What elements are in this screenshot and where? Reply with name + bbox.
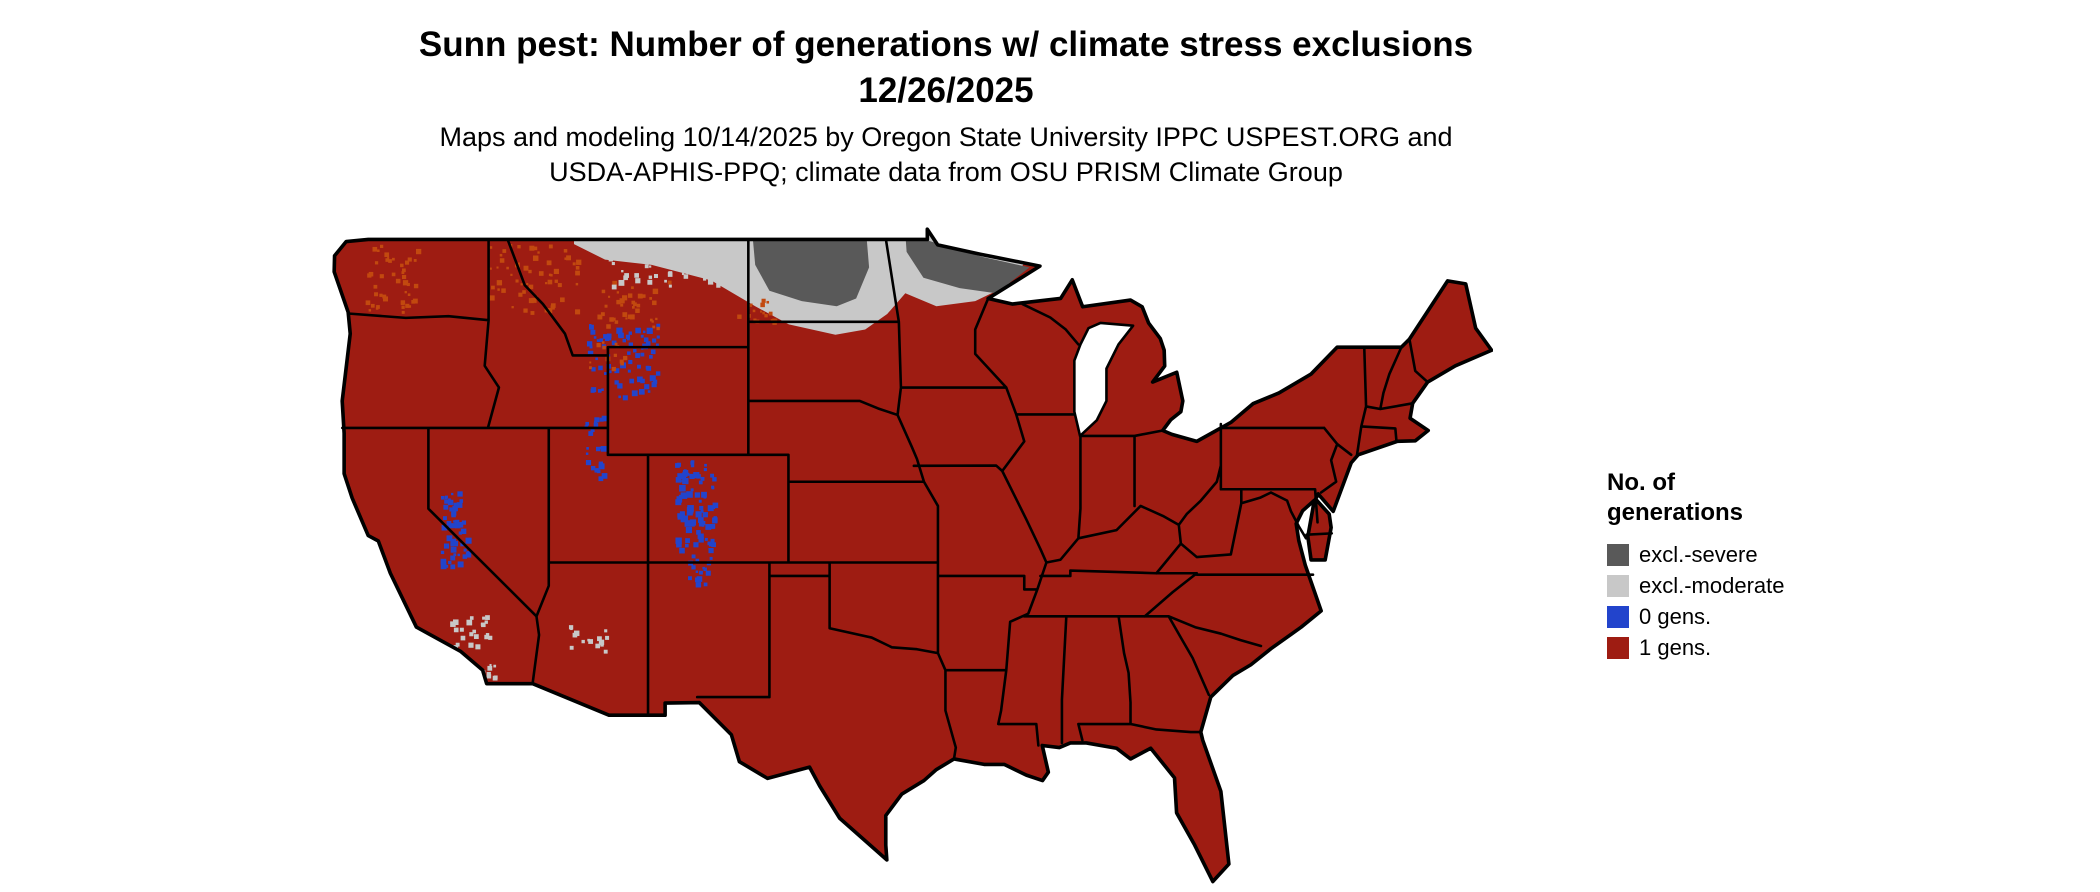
legend-item-label: excl.-moderate	[1639, 573, 1785, 598]
legend-swatch-1-gens	[1607, 637, 1629, 659]
legend-item-1-gens: 1 gens.	[1607, 635, 1785, 661]
legend-title-line1: No. of	[1607, 469, 1675, 496]
lake-michigan	[1073, 321, 1135, 438]
exclusion-severe-region-dakotas	[752, 236, 870, 307]
page-subtitle: Maps and modeling 10/14/2025 by Oregon S…	[439, 120, 1452, 190]
legend-item-excl-severe: excl.-severe	[1607, 542, 1785, 568]
page-title: Sunn pest: Number of generations w/ clim…	[419, 22, 1473, 114]
legend-items: excl.-severe excl.-moderate 0 gens. 1 ge…	[1607, 542, 1785, 661]
legend-title-line2: generations	[1607, 499, 1744, 526]
title-line2: 12/26/2025	[858, 71, 1034, 111]
legend-title: No. of generations	[1607, 468, 1785, 528]
subtitle-line2: USDA-APHIS-PPQ; climate data from OSU PR…	[549, 157, 1343, 188]
nation-fill-1-gens	[334, 229, 1492, 882]
exclusion-severe-region-minnesota	[905, 233, 1030, 294]
legend-item-label: 1 gens.	[1639, 635, 1712, 660]
legend-item-label: 0 gens.	[1639, 604, 1712, 629]
legend: No. of generations excl.-severe excl.-mo…	[1607, 468, 1785, 666]
exclusion-overlays	[365, 229, 1030, 682]
state-borders	[341, 238, 1429, 761]
title-line1: Sunn pest: Number of generations w/ clim…	[418, 25, 1474, 64]
legend-swatch-excl-moderate	[1607, 575, 1629, 597]
legend-swatch-0-gens	[1607, 606, 1629, 628]
legend-item-label: excl.-severe	[1639, 542, 1758, 567]
subtitle-line1: Maps and modeling 10/14/2025 by Oregon S…	[439, 122, 1453, 152]
us-map	[332, 227, 1493, 884]
legend-swatch-excl-severe	[1607, 544, 1629, 566]
legend-item-excl-moderate: excl.-moderate	[1607, 573, 1785, 599]
legend-item-0-gens: 0 gens.	[1607, 604, 1785, 630]
